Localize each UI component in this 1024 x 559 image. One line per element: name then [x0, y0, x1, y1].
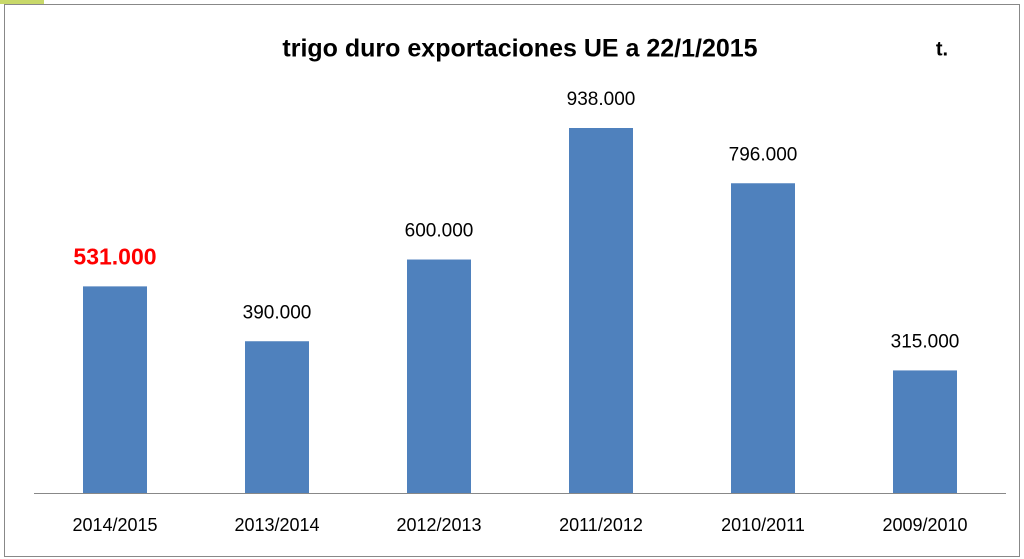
bar — [569, 128, 633, 493]
chart-title: trigo duro exportaciones UE a 22/1/2015 — [282, 35, 757, 63]
chart-frame — [4, 4, 1020, 557]
bar — [407, 259, 471, 493]
corner-decoration — [0, 0, 44, 4]
x-tick-label: 2010/2011 — [721, 515, 805, 535]
x-tick-label: 2014/2015 — [72, 515, 157, 535]
bar — [731, 183, 795, 493]
unit-label: t. — [936, 38, 948, 60]
data-label: 938.000 — [567, 89, 636, 110]
bar — [893, 370, 957, 493]
data-label: 796.000 — [729, 144, 798, 165]
x-tick-label: 2011/2012 — [559, 515, 643, 535]
x-tick-label: 2012/2013 — [396, 515, 481, 535]
bar — [83, 286, 147, 493]
data-label: 315.000 — [891, 331, 960, 352]
data-label: 390.000 — [243, 302, 312, 323]
data-label: 600.000 — [405, 221, 474, 242]
x-tick-label: 2013/2014 — [234, 515, 319, 535]
data-label: 531.000 — [73, 243, 156, 269]
x-tick-label: 2009/2010 — [882, 515, 967, 535]
bar — [245, 341, 309, 493]
